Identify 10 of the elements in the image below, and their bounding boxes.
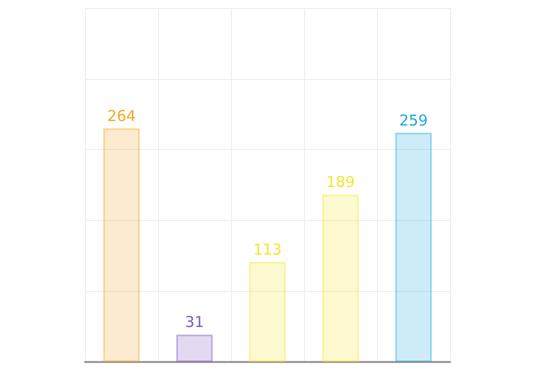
data-label: 259	[399, 111, 428, 130]
bar	[395, 132, 432, 362]
bar	[103, 128, 140, 362]
data-label: 113	[253, 240, 282, 258]
data-label: 189	[326, 173, 355, 192]
bar	[176, 334, 213, 362]
data-label: 31	[184, 313, 204, 332]
bar	[322, 194, 359, 362]
bar	[249, 262, 286, 362]
data-label: 264	[107, 106, 136, 125]
